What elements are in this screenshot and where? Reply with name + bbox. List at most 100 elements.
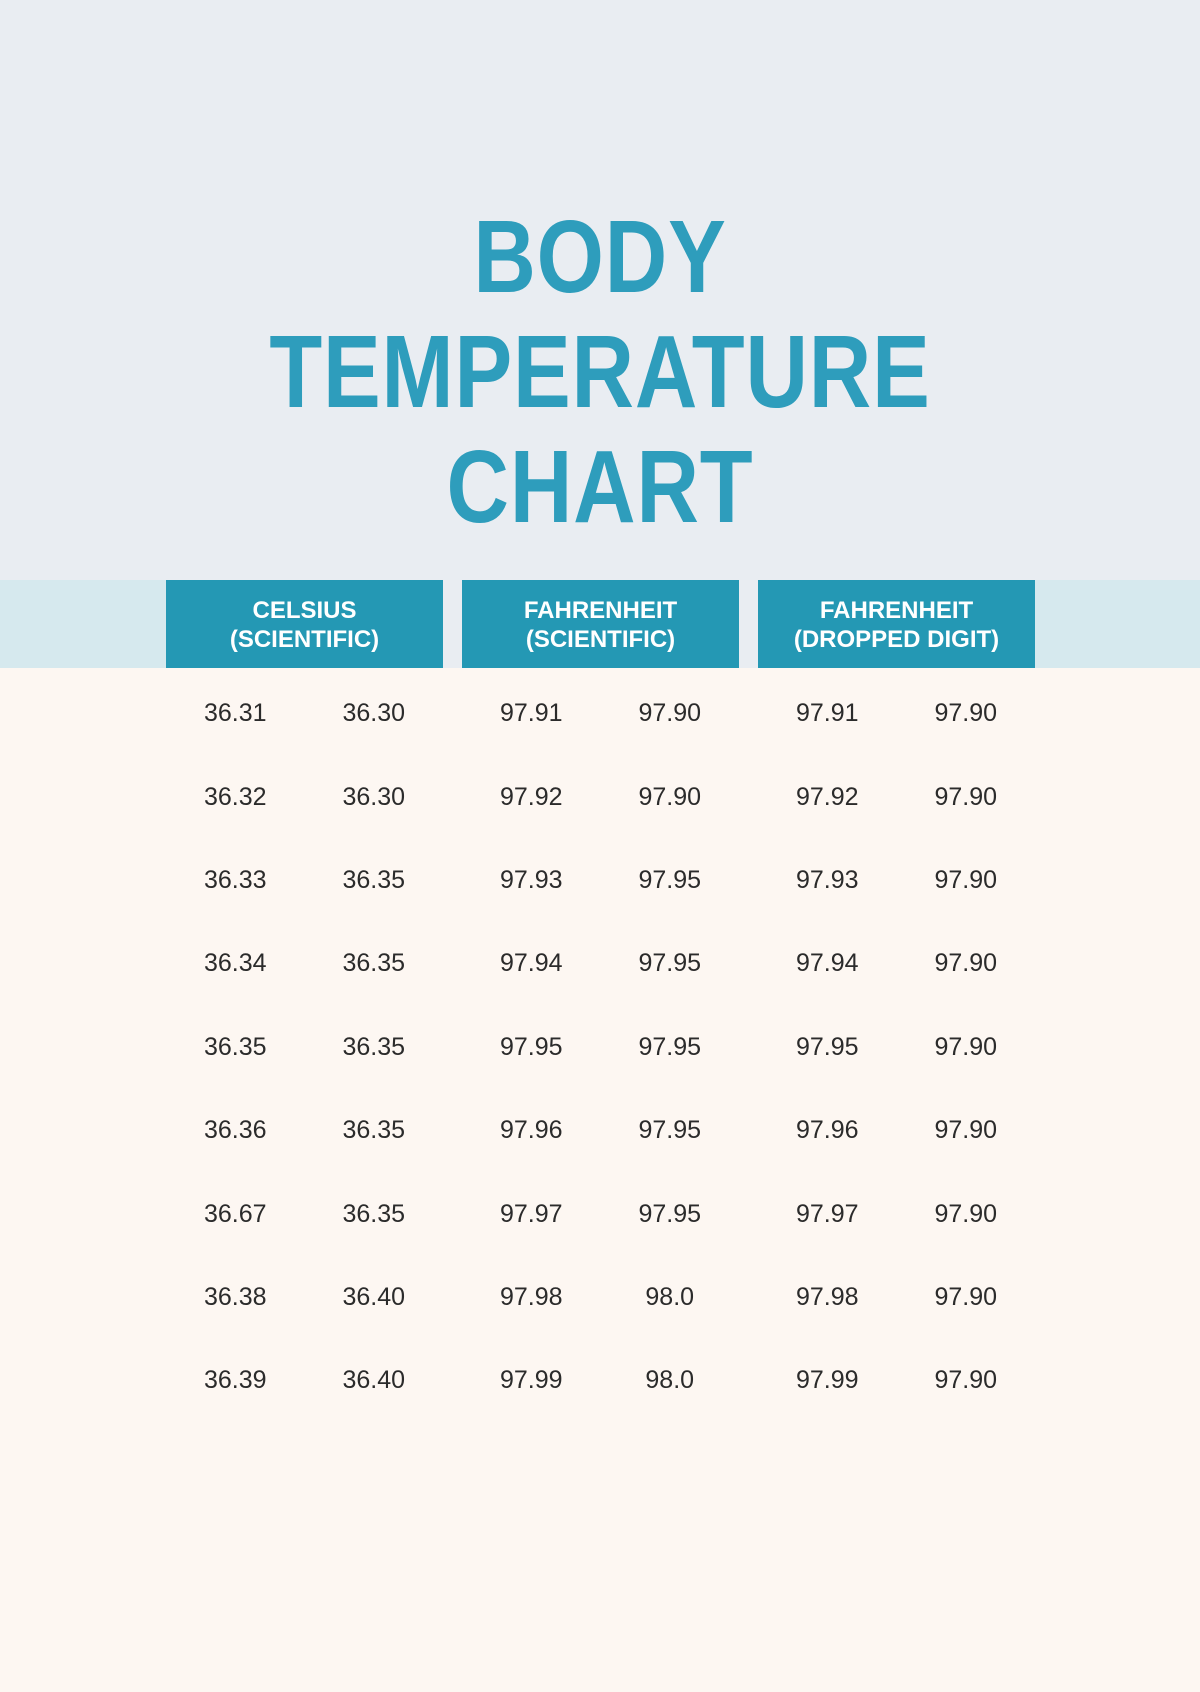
row-column-group: 97.96 97.90 (758, 1116, 1035, 1145)
row-column-group: 97.91 97.90 (462, 699, 739, 728)
value-cell: 97.90 (934, 949, 998, 978)
row-column-group: 36.38 36.40 (166, 1283, 443, 1312)
row-column-group: 97.93 97.95 (462, 866, 739, 895)
value-cell: 36.35 (342, 1116, 406, 1145)
value-cell: 97.96 (795, 1116, 859, 1145)
header-label-line: FAHRENHEIT (523, 597, 678, 624)
value-cell: 97.91 (795, 699, 859, 728)
value-cell: 36.40 (342, 1282, 406, 1311)
header-label-line: CELSIUS (252, 597, 357, 624)
header-label-line: FAHRENHEIT (819, 597, 974, 624)
row-column-group: 97.97 97.95 (462, 1200, 739, 1229)
row-column-group: 36.36 36.35 (166, 1116, 443, 1145)
value-cell: 36.30 (342, 699, 406, 728)
page-title: BODY TEMPERATURE CHART (96, 0, 1104, 544)
table-row: 36.34 36.35 97.94 97.95 97.94 97.90 (166, 922, 1035, 1005)
row-column-group: 36.31 36.30 (166, 699, 443, 728)
header-celsius-scientific: CELSIUS (SCIENTIFIC) (166, 580, 443, 670)
value-cell: 36.35 (203, 1032, 267, 1061)
row-column-group: 36.32 36.30 (166, 783, 443, 812)
row-column-group: 97.99 97.90 (758, 1366, 1035, 1395)
value-cell: 97.90 (934, 1282, 998, 1311)
row-column-group: 97.95 97.90 (758, 1033, 1035, 1062)
table-row: 36.32 36.30 97.92 97.90 97.92 97.90 (166, 755, 1035, 838)
value-cell: 36.39 (203, 1366, 267, 1395)
value-cell: 98.0 (645, 1366, 695, 1395)
value-cell: 36.33 (203, 865, 267, 894)
table-row: 36.38 36.40 97.98 98.0 97.98 97.90 (166, 1256, 1035, 1339)
value-cell: 97.95 (638, 865, 702, 894)
row-column-group: 36.67 36.35 (166, 1200, 443, 1229)
value-cell: 97.93 (795, 865, 859, 894)
value-cell: 97.90 (934, 1032, 998, 1061)
table-row: 36.33 36.35 97.93 97.95 97.93 97.90 (166, 839, 1035, 922)
value-cell: 36.35 (342, 949, 406, 978)
value-cell: 36.38 (203, 1282, 267, 1311)
value-cell: 97.95 (638, 1032, 702, 1061)
value-cell: 97.94 (499, 949, 563, 978)
value-cell: 36.32 (203, 782, 267, 811)
value-cell: 97.90 (638, 699, 702, 728)
value-cell: 97.98 (795, 1282, 859, 1311)
value-cell: 97.99 (795, 1366, 859, 1395)
value-cell: 36.40 (342, 1366, 406, 1395)
title-line-2: TEMPERATURE (269, 314, 931, 429)
row-column-group: 36.39 36.40 (166, 1366, 443, 1395)
value-cell: 97.98 (499, 1282, 563, 1311)
value-cell: 97.96 (499, 1116, 563, 1145)
table-background (0, 668, 1200, 1692)
row-column-group: 97.96 97.95 (462, 1116, 739, 1145)
table-row: 36.39 36.40 97.99 98.0 97.99 97.90 (166, 1339, 1035, 1422)
row-column-group: 97.98 97.90 (758, 1283, 1035, 1312)
value-cell: 36.30 (342, 782, 406, 811)
table-row: 36.36 36.35 97.96 97.95 97.96 97.90 (166, 1089, 1035, 1172)
value-cell: 97.95 (638, 1116, 702, 1145)
row-column-group: 97.98 98.0 (462, 1283, 739, 1312)
value-cell: 36.34 (203, 949, 267, 978)
value-cell: 36.35 (342, 1032, 406, 1061)
value-cell: 97.90 (934, 699, 998, 728)
row-column-group: 97.95 97.95 (462, 1033, 739, 1062)
value-cell: 97.95 (499, 1032, 563, 1061)
title-line-3: CHART (446, 429, 754, 544)
value-cell: 36.36 (203, 1116, 267, 1145)
row-column-group: 97.94 97.95 (462, 949, 739, 978)
value-cell: 36.35 (342, 865, 406, 894)
temperature-table: 36.31 36.30 97.91 97.90 97.91 97.90 36.32 36.30… (166, 672, 1035, 1423)
value-cell: 97.99 (499, 1366, 563, 1395)
row-column-group: 97.92 97.90 (758, 783, 1035, 812)
value-cell: 97.94 (795, 949, 859, 978)
table-row: 36.35 36.35 97.95 97.95 97.95 97.90 (166, 1006, 1035, 1089)
row-column-group: 36.34 36.35 (166, 949, 443, 978)
header-fahrenheit-dropped-digit: FAHRENHEIT (DROPPED DIGIT) (758, 580, 1035, 670)
table-header-row: CELSIUS (SCIENTIFIC) FAHRENHEIT (SCIENTI… (166, 580, 1035, 670)
header-fahrenheit-scientific: FAHRENHEIT (SCIENTIFIC) (462, 580, 739, 670)
value-cell: 36.67 (203, 1199, 267, 1228)
value-cell: 97.90 (934, 1366, 998, 1395)
value-cell: 97.97 (499, 1199, 563, 1228)
value-cell: 97.93 (499, 865, 563, 894)
row-column-group: 97.92 97.90 (462, 783, 739, 812)
header-label-line: (DROPPED DIGIT) (793, 626, 1000, 653)
header-label-line: (SCIENTIFIC) (525, 626, 676, 653)
value-cell: 97.92 (795, 782, 859, 811)
row-column-group: 36.35 36.35 (166, 1033, 443, 1062)
value-cell: 98.0 (645, 1282, 695, 1311)
value-cell: 97.95 (638, 949, 702, 978)
value-cell: 36.35 (342, 1199, 406, 1228)
value-cell: 97.95 (795, 1032, 859, 1061)
value-cell: 36.31 (203, 699, 267, 728)
row-column-group: 97.93 97.90 (758, 866, 1035, 895)
value-cell: 97.90 (934, 1199, 998, 1228)
value-cell: 97.91 (499, 699, 563, 728)
row-column-group: 36.33 36.35 (166, 866, 443, 895)
row-column-group: 97.91 97.90 (758, 699, 1035, 728)
table-row: 36.67 36.35 97.97 97.95 97.97 97.90 (166, 1172, 1035, 1255)
value-cell: 97.97 (795, 1199, 859, 1228)
row-column-group: 97.99 98.0 (462, 1366, 739, 1395)
row-column-group: 97.97 97.90 (758, 1200, 1035, 1229)
value-cell: 97.92 (499, 782, 563, 811)
title-line-1: BODY (473, 199, 727, 314)
table-row: 36.31 36.30 97.91 97.90 97.91 97.90 (166, 672, 1035, 755)
